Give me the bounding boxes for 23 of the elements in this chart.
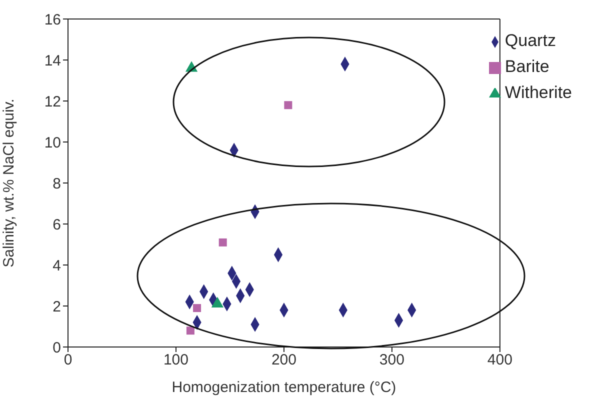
y-tick-label: 12	[44, 93, 61, 110]
y-tick-label: 6	[52, 216, 61, 234]
x-tick-label: 100	[163, 352, 188, 369]
legend-label: Witherite	[504, 83, 572, 102]
y-tick-label: 4	[52, 257, 61, 274]
x-tick-label: 300	[379, 352, 404, 369]
legend-label: Quartz	[504, 31, 556, 50]
x-tick-label: 200	[271, 352, 296, 369]
y-tick-label: 10	[44, 134, 61, 152]
point	[218, 238, 227, 246]
y-tick-label: 8	[52, 175, 61, 192]
point	[284, 101, 292, 110]
y-tick-label: 2	[52, 298, 61, 316]
x-tick-label: 0	[64, 352, 72, 369]
y-tick-label: 16	[44, 11, 61, 28]
x-axis-title: Homogenization temperature (°C)	[172, 379, 396, 396]
y-tick-label: 0	[52, 339, 61, 356]
point	[186, 326, 194, 335]
y-tick-label: 14	[44, 52, 61, 70]
y-axis-title: Salinity, wt.% NaCl equiv.	[0, 98, 18, 268]
point	[193, 304, 202, 312]
legend-label: Barite	[504, 57, 550, 76]
x-tick-label: 400	[487, 352, 512, 369]
